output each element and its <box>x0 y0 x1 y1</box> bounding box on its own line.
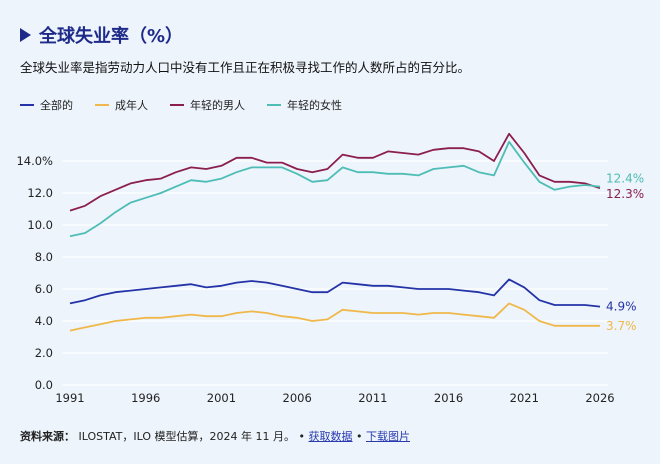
legend-item-adults[interactable]: 成年人 <box>95 97 148 113</box>
series-line-0 <box>69 278 601 308</box>
x-tick-label: 1996 <box>131 391 160 405</box>
chart-title: 全球失业率（%） <box>39 26 184 47</box>
x-tick-label: 2016 <box>434 391 463 405</box>
end-data-label: 4.9% <box>606 300 637 314</box>
legend-label: 全部的 <box>40 99 73 112</box>
legend: 全部的 成年人 年轻的男人 年轻的女性 <box>20 97 342 113</box>
legend-swatch <box>267 104 281 106</box>
x-tick-label: 2006 <box>283 391 312 405</box>
legend-label: 成年人 <box>115 99 148 112</box>
y-tick-label: 12.0 <box>27 186 53 200</box>
legend-swatch <box>170 104 184 106</box>
x-tick-label: 2026 <box>585 391 614 405</box>
y-tick-label: 0.0 <box>35 378 53 392</box>
x-tick-label: 2001 <box>207 391 236 405</box>
end-data-label: 12.4% <box>606 172 644 186</box>
y-tick-label: 8.0 <box>35 250 53 264</box>
y-tick-label: 2.0 <box>35 346 53 360</box>
legend-swatch <box>95 104 109 106</box>
x-tick-label: 2011 <box>358 391 387 405</box>
legend-item-total[interactable]: 全部的 <box>20 97 73 113</box>
triangle-icon <box>20 28 31 42</box>
end-data-label: 3.7% <box>606 319 637 333</box>
chart-title-row: 全球失业率（%） <box>20 22 183 48</box>
separator: • <box>298 430 306 443</box>
legend-label: 年轻的男人 <box>190 99 245 112</box>
series-line-3 <box>69 140 601 238</box>
y-tick-label: 6.0 <box>35 282 53 296</box>
end-data-label: 12.3% <box>606 187 644 201</box>
source-text: ILOSTAT，ILO 模型估算，2024 年 11 月。 <box>78 430 296 443</box>
source-line: 资料来源： ILOSTAT，ILO 模型估算，2024 年 11 月。 • 获取… <box>20 428 410 444</box>
y-tick-label: 10.0 <box>27 218 53 232</box>
y-tick-label: 4.0 <box>35 314 53 328</box>
series-line-1 <box>69 302 600 332</box>
source-label: 资料来源： <box>20 430 75 443</box>
series-line-2 <box>69 132 601 212</box>
legend-swatch <box>20 104 34 106</box>
get-data-link[interactable]: 获取数据 <box>308 430 353 443</box>
chart-subtitle: 全球失业率是指劳动力人口中没有工作且正在积极寻找工作的人数所占的百分比。 <box>20 60 471 75</box>
x-tick-label: 1991 <box>55 391 84 405</box>
legend-item-young-women[interactable]: 年轻的女性 <box>267 97 342 113</box>
separator: • <box>356 430 363 443</box>
legend-label: 年轻的女性 <box>287 99 342 112</box>
download-image-link[interactable]: 下载图片 <box>366 430 410 443</box>
x-tick-label: 2021 <box>510 391 539 405</box>
legend-item-young-men[interactable]: 年轻的男人 <box>170 97 245 113</box>
y-tick-label: 14.0% <box>16 154 53 168</box>
